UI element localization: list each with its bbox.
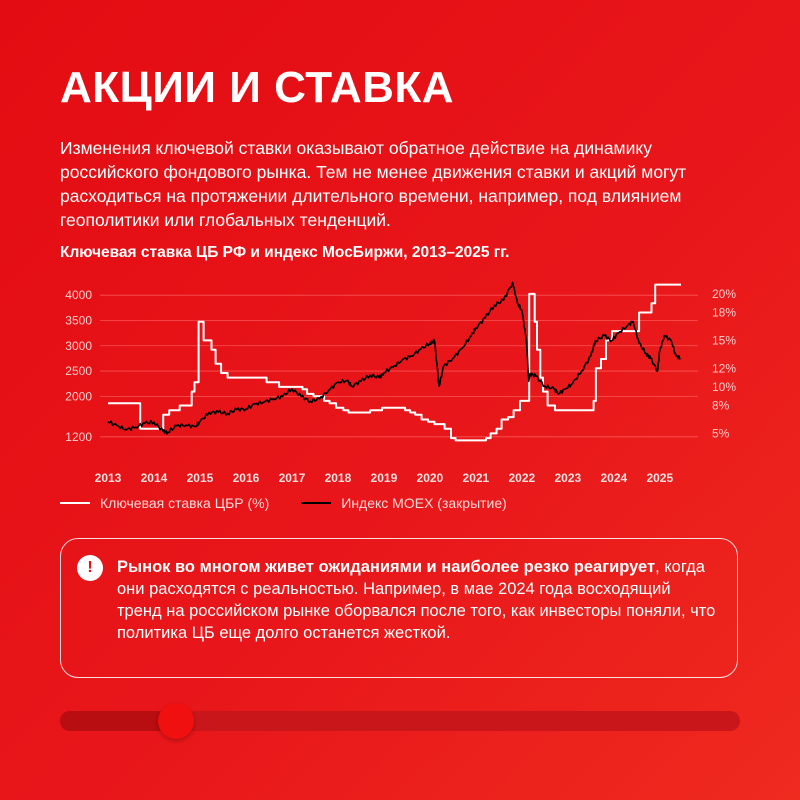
- y-left-tick-label: 3000: [65, 339, 92, 353]
- legend-label-moex: Индекс MOEX (закрытие): [341, 495, 507, 511]
- y-left-tick-label: 1200: [65, 430, 92, 444]
- legend-swatch-moex: [301, 502, 332, 504]
- y-left-tick-label: 3500: [65, 313, 92, 327]
- progress-fill: [60, 711, 176, 731]
- progress-knob[interactable]: [157, 703, 194, 739]
- x-tick-label: 2024: [600, 471, 627, 485]
- legend-swatch-rate: [60, 502, 90, 504]
- x-tick-label: 2017: [279, 471, 306, 485]
- x-tick-label: 2018: [325, 471, 352, 485]
- note-box: ! Рынок во многом живет ожиданиями и наи…: [60, 538, 738, 678]
- right-axis-ticks: 5% 8% 10% 12% 15% 18% 20%: [712, 287, 736, 440]
- legend-item-rate: Ключевая ставка ЦБР (%): [60, 495, 269, 511]
- legend-label-rate: Ключевая ставка ЦБР (%): [100, 495, 270, 511]
- y-left-tick-label: 2500: [65, 364, 92, 378]
- page-title: АКЦИИ И СТАВКА: [60, 63, 455, 112]
- chart-title: Ключевая ставка ЦБ РФ и индекс МосБиржи,…: [60, 244, 510, 261]
- y-right-tick-label: 12%: [712, 361, 736, 375]
- x-tick-label: 2023: [554, 471, 581, 485]
- legend-item-moex: Индекс MOEX (закрытие): [301, 495, 507, 511]
- x-tick-label: 2019: [371, 471, 398, 485]
- note-body-text: , когда они расходятся с реальностью. На…: [117, 558, 716, 642]
- y-right-tick-label: 8%: [712, 399, 730, 413]
- x-axis-ticks: 2013 2014 2015 2016 2017 2018 2019 2020 2021 2022…: [95, 471, 674, 485]
- intro-text: Изменения ключевой ставки оказывают обра…: [60, 138, 687, 230]
- progress-slider[interactable]: [60, 703, 740, 739]
- left-axis-ticks: 1200 2000 2500 3000 3500 4000: [65, 288, 92, 444]
- y-right-tick-label: 10%: [712, 380, 736, 394]
- x-tick-label: 2015: [187, 471, 214, 485]
- y-right-tick-label: 5%: [712, 426, 730, 440]
- line-chart: 1200 2000 2500 3000 3500 4000 5% 8% 10% 12% 15% 18…: [65, 281, 736, 485]
- chart-legend: Ключевая ставка ЦБР (%) Индекс MOEX (зак…: [60, 495, 539, 511]
- x-tick-label: 2020: [417, 471, 444, 485]
- chart-series: [107, 281, 681, 442]
- series-line-key-rate: [108, 283, 681, 442]
- exclamation-icon: !: [77, 555, 103, 581]
- y-left-tick-label: 4000: [65, 288, 92, 302]
- y-right-tick-label: 15%: [712, 333, 736, 347]
- x-tick-label: 2013: [95, 471, 122, 485]
- y-left-tick-label: 2000: [65, 389, 92, 403]
- x-tick-label: 2022: [509, 471, 536, 485]
- x-tick-label: 2021: [463, 471, 490, 485]
- note-text: Рынок во многом живет ожиданиями и наибо…: [117, 556, 717, 644]
- chart-grid: [100, 294, 698, 438]
- y-right-tick-label: 18%: [712, 306, 736, 320]
- x-tick-label: 2025: [646, 471, 673, 485]
- x-tick-label: 2016: [233, 471, 260, 485]
- series-line-moex: [107, 281, 681, 435]
- y-right-tick-label: 20%: [712, 287, 736, 301]
- note-bold-text: Рынок во многом живет ожиданиями и наибо…: [117, 558, 656, 576]
- x-tick-label: 2014: [141, 471, 168, 485]
